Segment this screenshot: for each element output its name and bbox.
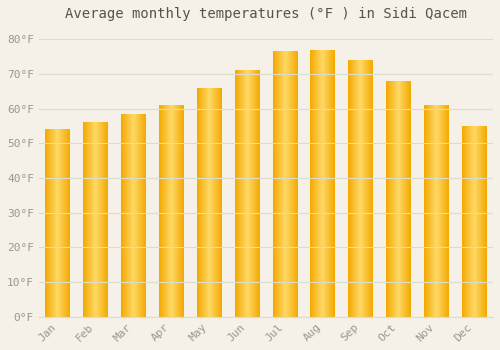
Title: Average monthly temperatures (°F ) in Sidi Qacem: Average monthly temperatures (°F ) in Si… [65, 7, 467, 21]
